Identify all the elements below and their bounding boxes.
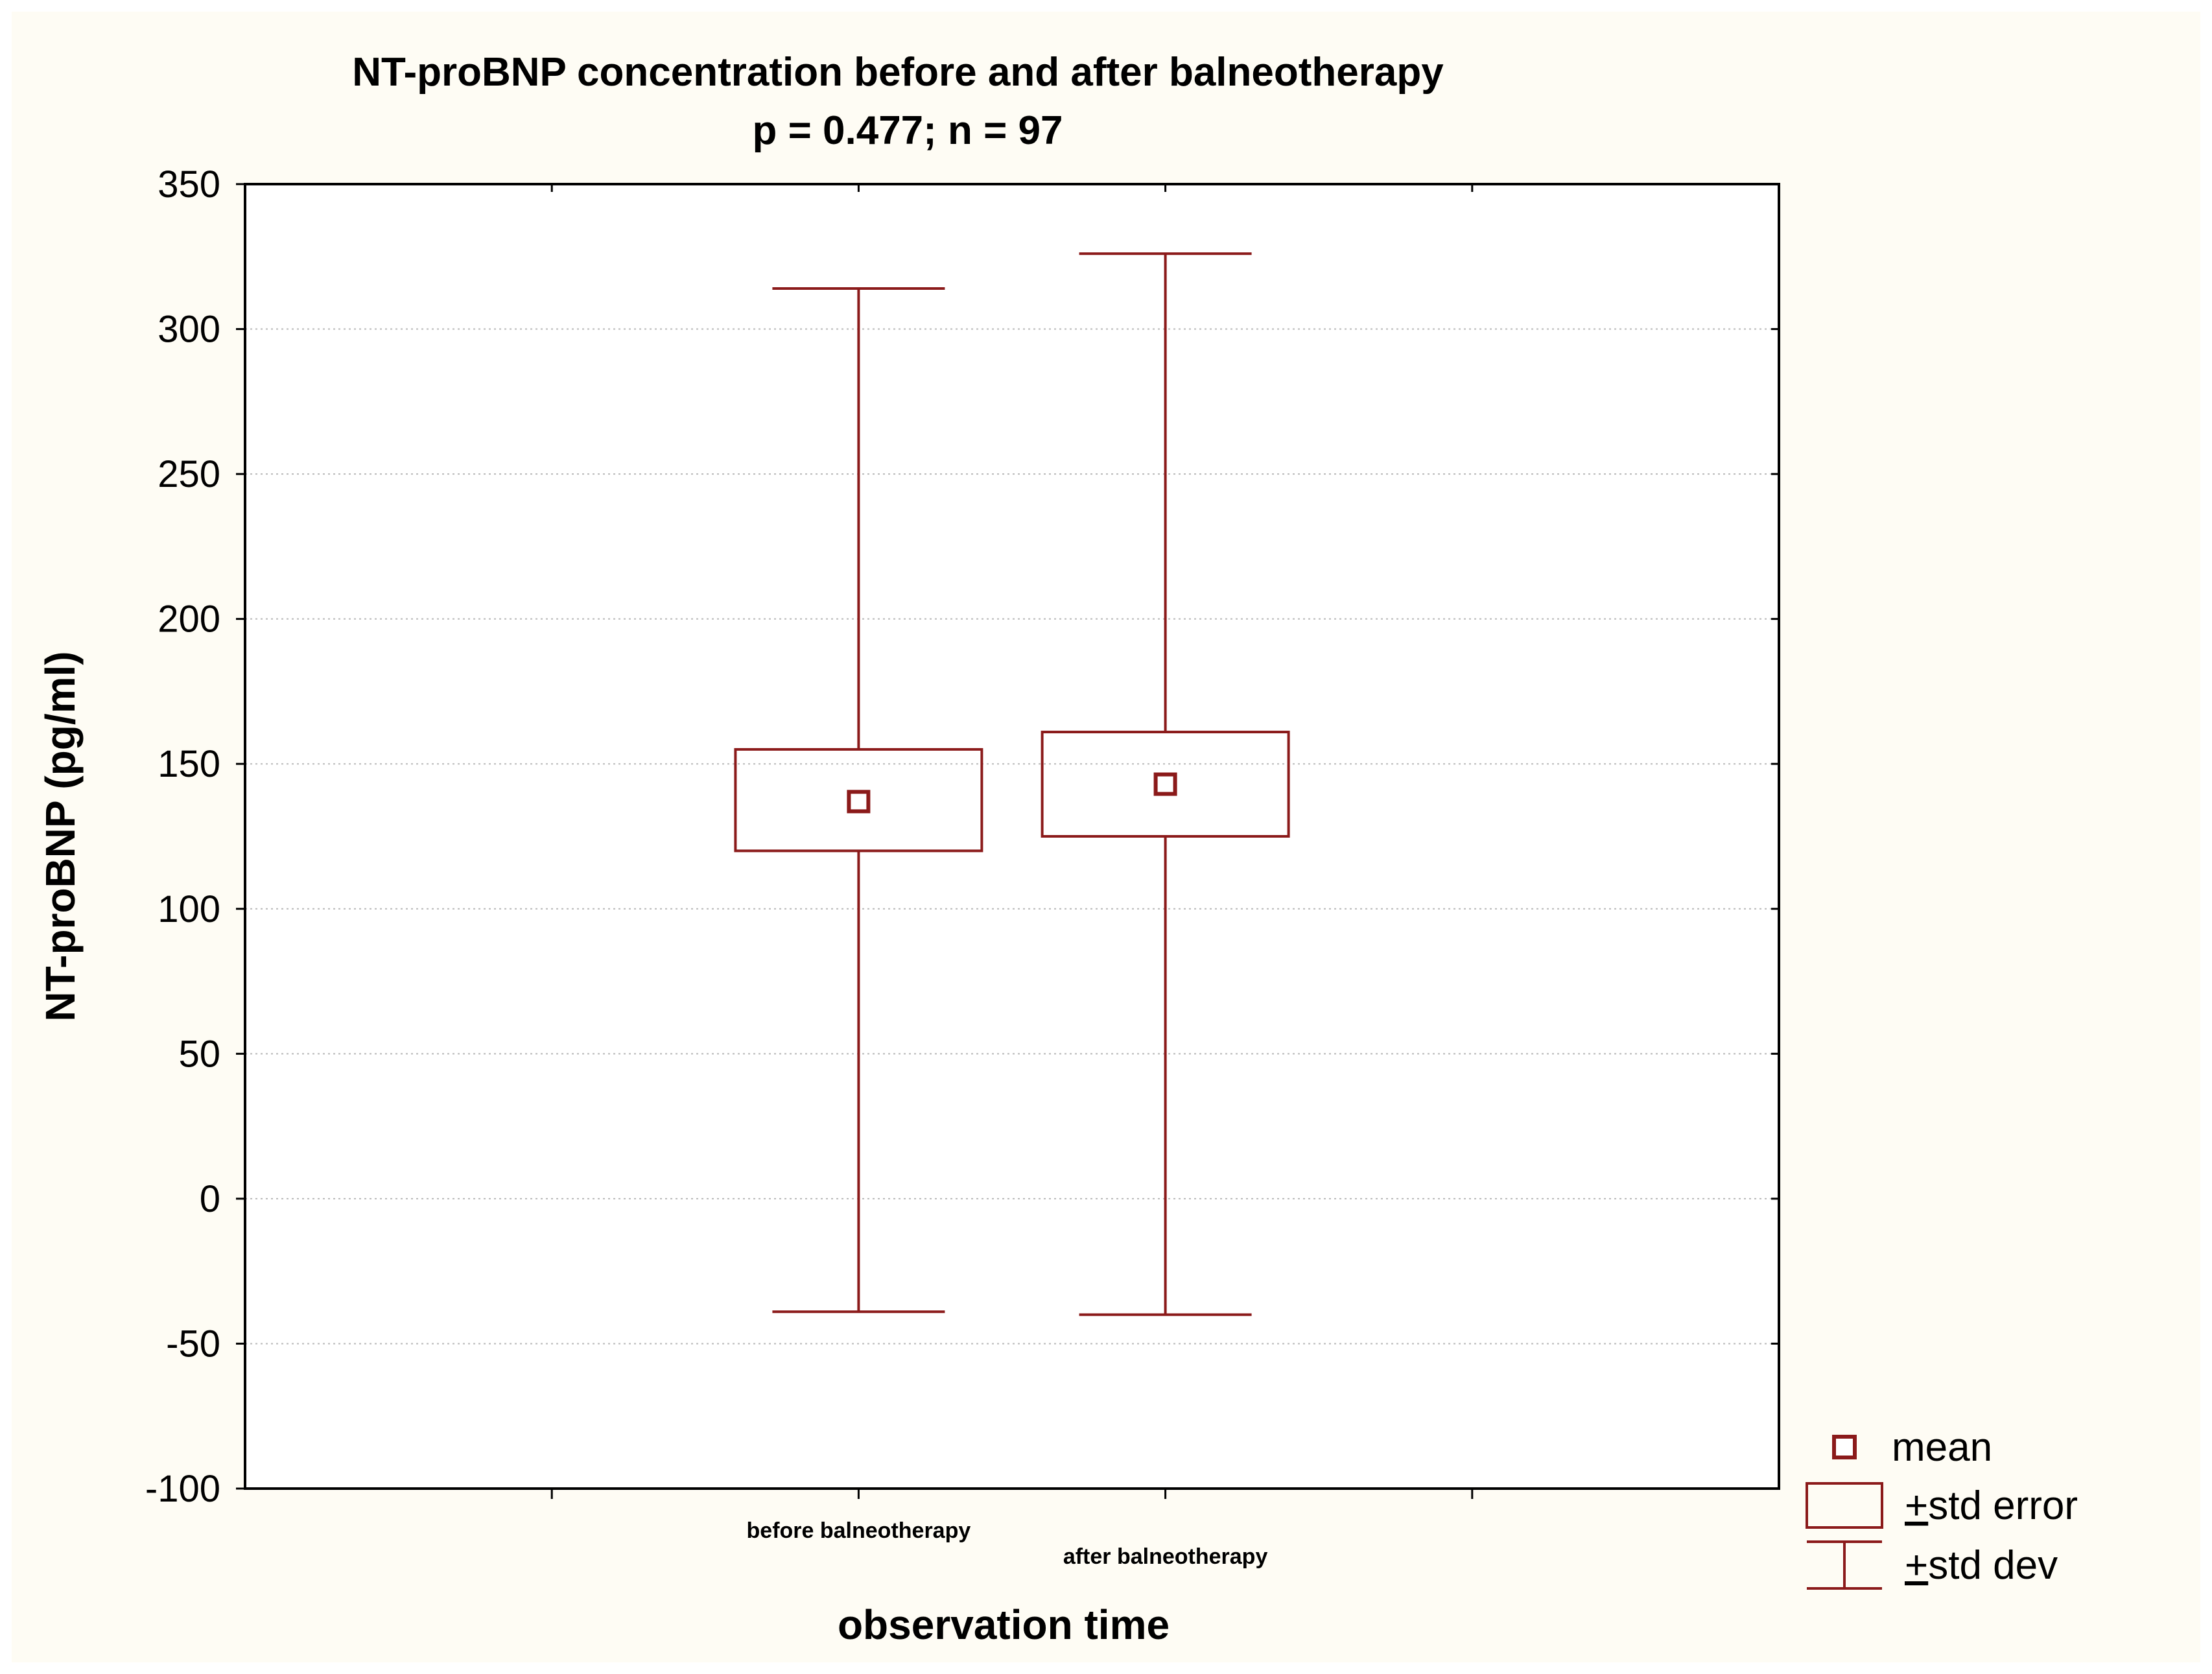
legend: mean+std error+std dev [1806,1425,2078,1590]
y-axis-ticks: 350 300 250 200 150 100 50 0 -50 -100 [145,163,1779,1510]
legend-plusminus-prefix: + [1905,1483,1928,1528]
mean-marker [847,790,871,814]
legend-plusminus-prefix: + [1905,1543,1928,1588]
std-error-box [1041,731,1290,838]
y-tick-label: 350 [158,163,220,206]
x-category-label: before balneotherapy [747,1518,971,1543]
box-group [1041,252,1290,1316]
mean-marker [1153,772,1177,796]
std-error-box [734,748,983,853]
legend-label-text: std dev [1928,1543,2058,1588]
y-tick-label: 300 [158,309,220,351]
y-tick-label: 200 [158,598,220,641]
y-tick-label: 50 [178,1033,220,1075]
series-marks [734,252,1290,1316]
x-axis-title: observation time [838,1601,1170,1648]
y-tick-label: 100 [158,888,220,930]
y-tick-label: -50 [166,1323,220,1365]
x-axis-category-labels: before balneotherapy after balneotherapy [747,1518,1268,1569]
y-tick-label: 150 [158,743,220,785]
legend-label: +std dev [1905,1543,2058,1588]
legend-label: mean [1892,1425,1992,1470]
chart-title: NT-proBNP concentration before and after… [352,50,1444,95]
axes [244,183,1780,1499]
y-tick-label: 250 [158,453,220,495]
box-group [734,287,983,1314]
grid-lines [245,328,1779,1345]
plot-frame [244,183,1780,1490]
legend-mean-swatch [1832,1435,1857,1459]
chart-subtitle: p = 0.477; n = 97 [752,108,1063,153]
legend-std-error-swatch [1806,1482,1883,1529]
y-tick-label: -100 [145,1468,220,1510]
legend-label: +std error [1905,1483,2078,1528]
x-category-label: after balneotherapy [1063,1544,1268,1569]
plot-area [245,184,1779,1489]
legend-label-text: std error [1928,1483,2078,1528]
y-axis-title: NT-proBNP (pg/ml) [37,651,84,1021]
y-tick-label: 0 [200,1178,220,1220]
